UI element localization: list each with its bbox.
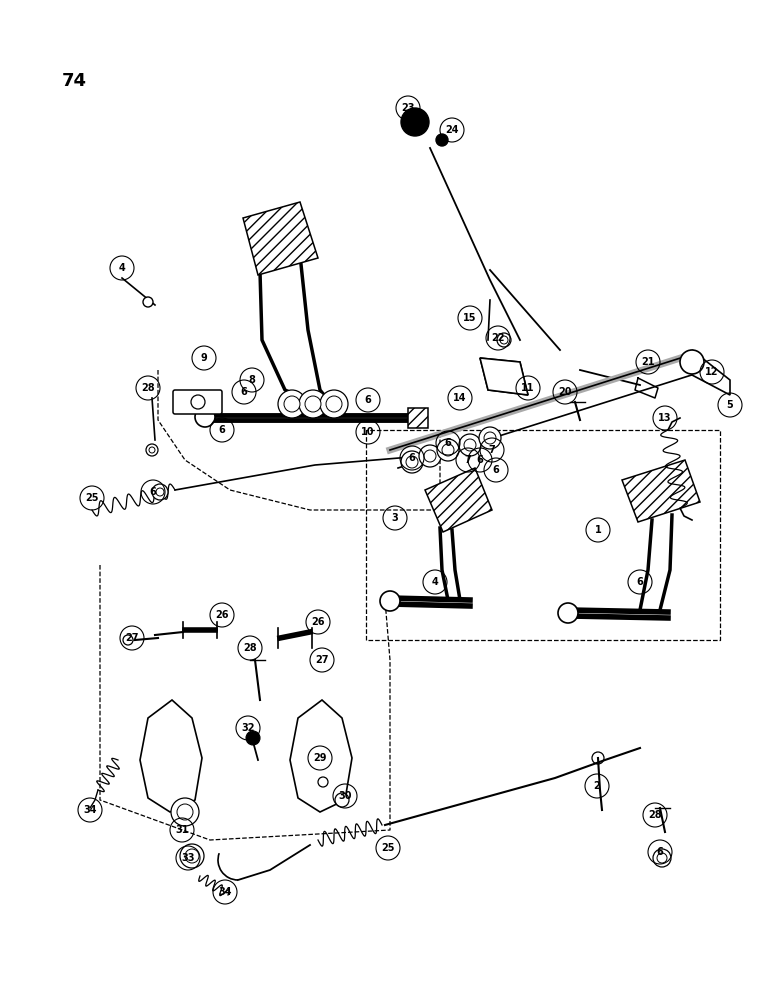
Circle shape bbox=[406, 456, 418, 468]
Circle shape bbox=[195, 407, 215, 427]
Polygon shape bbox=[425, 468, 492, 532]
Circle shape bbox=[177, 804, 193, 820]
Circle shape bbox=[464, 439, 476, 451]
FancyBboxPatch shape bbox=[173, 390, 222, 414]
Text: 4: 4 bbox=[432, 577, 438, 587]
Text: 28: 28 bbox=[648, 810, 662, 820]
Circle shape bbox=[318, 777, 328, 787]
Circle shape bbox=[401, 451, 423, 473]
Polygon shape bbox=[290, 700, 352, 812]
Circle shape bbox=[278, 390, 306, 418]
Text: 1: 1 bbox=[594, 525, 601, 535]
Polygon shape bbox=[408, 408, 428, 428]
Text: 8: 8 bbox=[249, 375, 256, 385]
Circle shape bbox=[143, 297, 153, 307]
Text: 6: 6 bbox=[408, 453, 415, 463]
Circle shape bbox=[497, 333, 511, 347]
Text: 21: 21 bbox=[642, 357, 655, 367]
Circle shape bbox=[246, 731, 260, 745]
Circle shape bbox=[653, 849, 671, 867]
Text: 31: 31 bbox=[175, 825, 188, 835]
Circle shape bbox=[299, 390, 327, 418]
Circle shape bbox=[680, 350, 704, 374]
Polygon shape bbox=[480, 358, 528, 395]
Polygon shape bbox=[622, 460, 700, 522]
Text: 33: 33 bbox=[181, 853, 195, 863]
Text: 32: 32 bbox=[241, 723, 255, 733]
Circle shape bbox=[149, 447, 155, 453]
Text: 6: 6 bbox=[637, 577, 643, 587]
Text: 6: 6 bbox=[476, 455, 483, 465]
Circle shape bbox=[437, 439, 459, 461]
Text: 12: 12 bbox=[706, 367, 719, 377]
Text: 20: 20 bbox=[558, 387, 572, 397]
Circle shape bbox=[326, 396, 342, 412]
Text: 3: 3 bbox=[391, 513, 398, 523]
Text: 27: 27 bbox=[315, 655, 329, 665]
Text: 9: 9 bbox=[201, 353, 208, 363]
Text: 27: 27 bbox=[125, 633, 139, 643]
Circle shape bbox=[335, 793, 349, 807]
Text: 13: 13 bbox=[659, 413, 672, 423]
Text: 34: 34 bbox=[218, 887, 232, 897]
Text: 26: 26 bbox=[215, 610, 229, 620]
Circle shape bbox=[459, 434, 481, 456]
Circle shape bbox=[479, 427, 501, 449]
Text: 15: 15 bbox=[463, 313, 477, 323]
Polygon shape bbox=[243, 202, 318, 275]
Circle shape bbox=[558, 603, 578, 623]
Circle shape bbox=[305, 396, 321, 412]
Circle shape bbox=[436, 134, 448, 146]
Circle shape bbox=[284, 396, 300, 412]
Text: 6: 6 bbox=[241, 387, 247, 397]
Text: 11: 11 bbox=[521, 383, 535, 393]
Circle shape bbox=[500, 336, 508, 344]
Text: 6: 6 bbox=[218, 425, 225, 435]
Circle shape bbox=[484, 432, 496, 444]
Circle shape bbox=[146, 444, 158, 456]
Circle shape bbox=[180, 844, 204, 868]
Text: 6: 6 bbox=[364, 395, 371, 405]
Polygon shape bbox=[692, 350, 730, 395]
Circle shape bbox=[123, 635, 133, 645]
Text: 26: 26 bbox=[311, 617, 325, 627]
Circle shape bbox=[185, 849, 199, 863]
Circle shape bbox=[424, 450, 436, 462]
Text: 25: 25 bbox=[381, 843, 394, 853]
Circle shape bbox=[171, 798, 199, 826]
Text: 4: 4 bbox=[119, 263, 125, 273]
Text: 74: 74 bbox=[62, 72, 87, 90]
Circle shape bbox=[419, 445, 441, 467]
Text: 28: 28 bbox=[141, 383, 155, 393]
Text: 6: 6 bbox=[445, 438, 452, 448]
Circle shape bbox=[657, 853, 667, 863]
Text: 23: 23 bbox=[401, 103, 415, 113]
Text: 6: 6 bbox=[150, 487, 157, 497]
Text: 6: 6 bbox=[493, 465, 499, 475]
Circle shape bbox=[380, 591, 400, 611]
Circle shape bbox=[152, 484, 168, 500]
Text: 10: 10 bbox=[361, 427, 374, 437]
Circle shape bbox=[156, 488, 164, 496]
Circle shape bbox=[320, 390, 348, 418]
Text: 34: 34 bbox=[83, 805, 96, 815]
Text: 5: 5 bbox=[726, 400, 733, 410]
Text: 2: 2 bbox=[594, 781, 601, 791]
Text: 6: 6 bbox=[657, 847, 663, 857]
Polygon shape bbox=[140, 700, 202, 812]
Text: 7: 7 bbox=[465, 455, 472, 465]
Text: 24: 24 bbox=[445, 125, 459, 135]
Circle shape bbox=[401, 108, 429, 136]
Circle shape bbox=[442, 444, 454, 456]
Text: 22: 22 bbox=[491, 333, 505, 343]
Text: 14: 14 bbox=[453, 393, 467, 403]
Text: 30: 30 bbox=[338, 791, 352, 801]
Text: 28: 28 bbox=[243, 643, 257, 653]
Text: 29: 29 bbox=[313, 753, 327, 763]
Polygon shape bbox=[480, 358, 528, 395]
Text: 7: 7 bbox=[489, 445, 496, 455]
Text: 25: 25 bbox=[85, 493, 99, 503]
